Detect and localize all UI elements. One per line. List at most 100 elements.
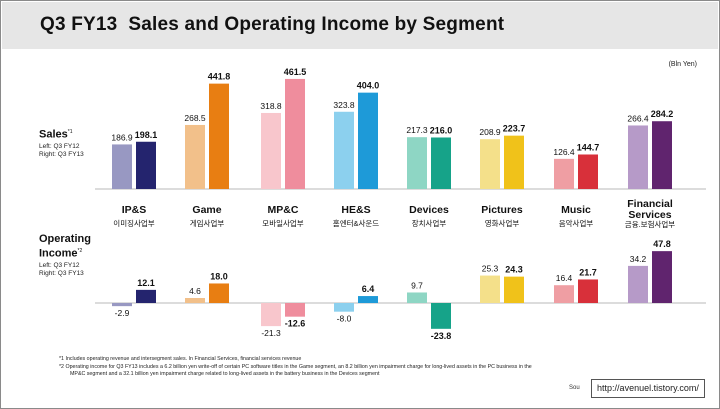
sales-bar-ips-fy13 — [136, 141, 156, 189]
sales-value-music-fy13: 144.7 — [577, 142, 600, 152]
sales-bar-music-fy12 — [554, 158, 574, 189]
oi-bar-financial-services-fy13 — [652, 251, 672, 303]
sales-bar-music-fy13 — [578, 154, 598, 189]
footnote-2: *2 Operating income for Q3 FY13 includes… — [59, 363, 532, 370]
oi-bar-mpc-fy13 — [285, 303, 305, 317]
unit-label: (Bln Yen) — [668, 61, 697, 68]
oi-bar-devices-fy12 — [407, 292, 427, 303]
oi-value-financial-services-fy13: 47.8 — [653, 239, 671, 249]
category-label-devices: Devices — [409, 204, 449, 216]
oi-bar-mpc-fy12 — [261, 303, 281, 327]
category-label-kr-ips: 이미징사업부 — [113, 218, 154, 228]
sales-bar-devices-fy13 — [431, 137, 451, 189]
sales-value-devices-fy12: 217.3 — [406, 125, 428, 135]
operating-income-label-line2: Income — [39, 247, 78, 260]
footnote-1: *1 Includes operating revenue and inters… — [59, 356, 302, 362]
sales-value-devices-fy13: 216.0 — [430, 125, 453, 135]
oi-bar-financial-services-fy12 — [628, 265, 648, 303]
sales-section-label: Sales*1 — [39, 126, 72, 141]
oi-bar-music-fy12 — [554, 285, 574, 303]
title-bar: Q3 FY13 Sales and Operating Income by Se… — [2, 2, 718, 49]
oi-value-devices-fy12: 9.7 — [411, 280, 423, 290]
oi-value-music-fy12: 16.4 — [556, 273, 573, 283]
sales-value-game-fy13: 441.8 — [208, 72, 231, 82]
category-label-kr-game: 게임사업부 — [190, 218, 225, 228]
oi-value-ips-fy12: -2.9 — [115, 308, 130, 318]
category-label-financial-services-line1: Financial — [627, 198, 673, 210]
oi-bar-game-fy13 — [209, 283, 229, 303]
source-label: Sou — [569, 385, 580, 391]
category-label-game: Game — [192, 204, 221, 216]
sales-bar-mpc-fy12 — [261, 112, 281, 189]
category-label-pictures: Pictures — [481, 204, 523, 216]
footnote-2-continued: MP&C segment and a 32.1 billion yen impa… — [70, 371, 380, 377]
oi-bar-music-fy13 — [578, 279, 598, 303]
sales-value-ips-fy12: 186.9 — [111, 132, 133, 142]
oi-value-mpc-fy12: -21.3 — [261, 328, 281, 338]
oi-legend-left: Left: Q3 FY12 — [39, 262, 80, 269]
sales-bar-financial-services-fy12 — [628, 125, 648, 189]
category-label-kr-devices: 장치사업부 — [412, 218, 447, 228]
category-label-hes: HE&S — [341, 204, 370, 216]
oi-bar-devices-fy13 — [431, 303, 451, 329]
oi-value-ips-fy13: 12.1 — [137, 278, 155, 288]
sales-value-financial-services-fy13: 284.2 — [651, 109, 674, 119]
sales-value-mpc-fy12: 318.8 — [260, 101, 282, 111]
category-label-kr-music: 음악사업부 — [559, 218, 594, 228]
sales-bar-financial-services-fy13 — [652, 121, 672, 189]
sales-value-ips-fy13: 198.1 — [135, 130, 158, 140]
oi-bar-hes-fy13 — [358, 296, 378, 303]
footnotes: *1 Includes operating revenue and inters… — [59, 356, 659, 379]
operating-income-note-mark: *2 — [77, 248, 83, 254]
oi-value-devices-fy13: -23.8 — [431, 331, 452, 341]
category-label-mpc: MP&C — [268, 204, 299, 216]
oi-bar-game-fy12 — [185, 298, 205, 303]
sales-bar-pictures-fy13 — [504, 135, 524, 189]
sales-value-pictures-fy12: 208.9 — [479, 127, 501, 137]
operating-income-label-line1: Operating — [39, 233, 91, 245]
oi-value-mpc-fy13: -12.6 — [285, 319, 306, 329]
oi-value-pictures-fy13: 24.3 — [505, 265, 523, 275]
sales-bar-devices-fy12 — [407, 137, 427, 189]
sales-bar-ips-fy12 — [112, 144, 132, 189]
category-label-kr-pictures: 영화사업부 — [485, 218, 520, 228]
oi-bar-hes-fy12 — [334, 303, 354, 312]
category-label-music: Music — [561, 204, 591, 216]
category-label-kr-financial-services: 금융.보험사업부 — [625, 220, 675, 229]
sales-bar-hes-fy13 — [358, 92, 378, 189]
sales-bar-hes-fy12 — [334, 111, 354, 189]
sales-bar-mpc-fy13 — [285, 78, 305, 189]
sales-label: Sales — [39, 128, 68, 141]
oi-bar-pictures-fy13 — [504, 276, 524, 303]
oi-bar-pictures-fy12 — [480, 275, 500, 303]
oi-bar-ips-fy12 — [112, 303, 132, 307]
sales-bar-game-fy12 — [185, 124, 205, 189]
oi-value-financial-services-fy12: 34.2 — [630, 254, 647, 264]
oi-bar-ips-fy13 — [136, 289, 156, 303]
category-label-kr-mpc: 모바일사업부 — [262, 218, 303, 228]
sales-value-pictures-fy13: 223.7 — [503, 124, 526, 134]
category-label-financial-services-line2: Services — [628, 209, 671, 221]
oi-value-hes-fy13: 6.4 — [362, 284, 375, 294]
oi-legend-right: Right: Q3 FY13 — [39, 270, 84, 277]
category-label-ips: IP&S — [122, 204, 147, 216]
sales-value-hes-fy12: 323.8 — [333, 100, 355, 110]
slide-title: Q3 FY13 Sales and Operating Income by Se… — [40, 14, 505, 35]
sales-legend-right: Right: Q3 FY13 — [39, 151, 84, 158]
oi-value-hes-fy12: -8.0 — [337, 314, 352, 324]
oi-value-game-fy12: 4.6 — [189, 286, 201, 296]
sales-legend-left: Left: Q3 FY12 — [39, 143, 80, 150]
watermark-url: http://avenuel.tistory.com/ — [591, 379, 705, 398]
sales-value-game-fy12: 268.5 — [184, 113, 206, 123]
oi-value-music-fy13: 21.7 — [579, 267, 597, 277]
sales-value-mpc-fy13: 461.5 — [284, 67, 307, 77]
operating-income-section-label: Operating Income*2 — [39, 233, 91, 260]
oi-value-pictures-fy12: 25.3 — [482, 264, 499, 274]
sales-note-mark: *1 — [67, 129, 73, 135]
sales-value-music-fy12: 126.4 — [553, 147, 575, 157]
category-label-kr-hes: 홈엔터&사운드 — [333, 218, 380, 228]
sales-bar-pictures-fy12 — [480, 139, 500, 189]
sales-value-financial-services-fy12: 266.4 — [627, 113, 649, 123]
